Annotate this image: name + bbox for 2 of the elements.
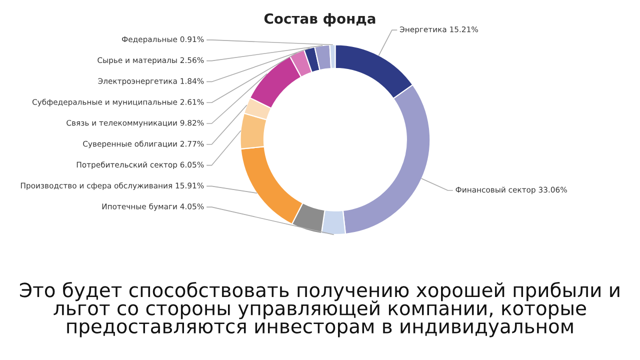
text: Это будет способствовать получению хорошей прибыли и льгот со стороны управляющей компании, которые предоставляются инвесторам в индивидуальном [20, 282, 620, 338]
chart-title: Состав фонда [264, 13, 376, 27]
